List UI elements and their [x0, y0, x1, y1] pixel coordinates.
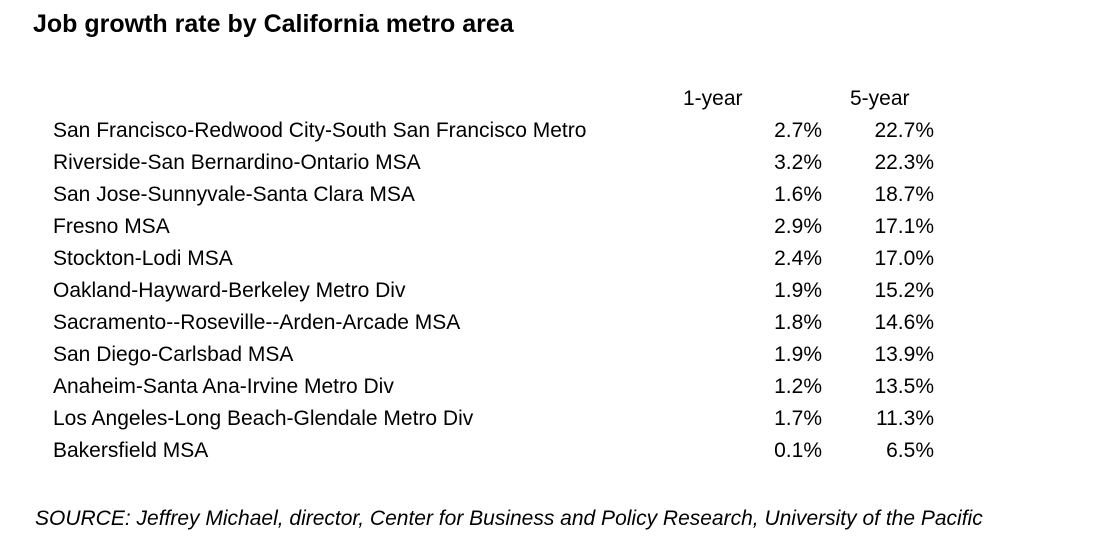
five-year-value: 6.5%	[886, 439, 934, 462]
metro-area-label: San Francisco-Redwood City-South San Fra…	[53, 119, 587, 142]
one-year-value: 3.2%	[774, 151, 822, 174]
metro-area-label: Sacramento--Roseville--Arden-Arcade MSA	[53, 311, 461, 334]
metro-area-label: Stockton-Lodi MSA	[53, 247, 233, 270]
five-year-value: 17.0%	[874, 247, 934, 270]
metro-area-label: San Diego-Carlsbad MSA	[53, 343, 294, 366]
table-row: Fresno MSA 2.9% 17.1%	[0, 211, 1109, 243]
column-header-5-year: 5-year	[850, 87, 910, 110]
one-year-value: 2.9%	[774, 215, 822, 238]
table-row: Anaheim-Santa Ana-Irvine Metro Div 1.2% 13…	[0, 371, 1109, 403]
one-year-value: 1.2%	[774, 375, 822, 398]
chart-title: Job growth rate by California metro area	[33, 10, 514, 38]
five-year-value: 11.3%	[876, 407, 934, 430]
table-row: Sacramento--Roseville--Arden-Arcade MSA 1…	[0, 307, 1109, 339]
metro-area-label: Bakersfield MSA	[53, 439, 209, 462]
one-year-value: 2.7%	[774, 119, 822, 142]
five-year-value: 13.5%	[874, 375, 934, 398]
five-year-value: 22.3%	[874, 151, 934, 174]
table-row: Riverside-San Bernardino-Ontario MSA 3.2%…	[0, 147, 1109, 179]
metro-area-label: Oakland-Hayward-Berkeley Metro Div	[53, 279, 406, 302]
one-year-value: 0.1%	[774, 439, 822, 462]
table-row: Los Angeles-Long Beach-Glendale Metro Di…	[0, 403, 1109, 435]
five-year-value: 14.6%	[874, 311, 934, 334]
one-year-value: 1.7%	[774, 407, 822, 430]
five-year-value: 15.2%	[874, 279, 934, 302]
source-note: SOURCE: Jeffrey Michael, director, Cente…	[35, 507, 983, 530]
one-year-value: 1.9%	[774, 279, 822, 302]
five-year-value: 22.7%	[874, 119, 934, 142]
one-year-value: 1.6%	[774, 183, 822, 206]
table-row: San Jose-Sunnyvale-Santa Clara MSA 1.6% 18…	[0, 179, 1109, 211]
five-year-value: 17.1%	[874, 215, 934, 238]
table-row: San Diego-Carlsbad MSA 1.9% 13.9%	[0, 339, 1109, 371]
five-year-value: 18.7%	[874, 183, 934, 206]
metro-area-label: Anaheim-Santa Ana-Irvine Metro Div	[53, 375, 394, 398]
five-year-value: 13.9%	[874, 343, 934, 366]
metro-area-label: Riverside-San Bernardino-Ontario MSA	[53, 151, 421, 174]
table-row: Oakland-Hayward-Berkeley Metro Div 1.9% 15…	[0, 275, 1109, 307]
table-row: Stockton-Lodi MSA 2.4% 17.0%	[0, 243, 1109, 275]
table-row: Bakersfield MSA 0.1% 6.5%	[0, 435, 1109, 467]
one-year-value: 1.8%	[774, 311, 822, 334]
one-year-value: 1.9%	[774, 343, 822, 366]
table-row: San Francisco-Redwood City-South San Fra…	[0, 115, 1109, 147]
data-table: San Francisco-Redwood City-South San Fra…	[0, 115, 1109, 467]
metro-area-label: Fresno MSA	[53, 215, 170, 238]
one-year-value: 2.4%	[774, 247, 822, 270]
metro-area-label: Los Angeles-Long Beach-Glendale Metro Di…	[53, 407, 474, 430]
metro-area-label: San Jose-Sunnyvale-Santa Clara MSA	[53, 183, 415, 206]
column-header-1-year: 1-year	[683, 87, 743, 110]
